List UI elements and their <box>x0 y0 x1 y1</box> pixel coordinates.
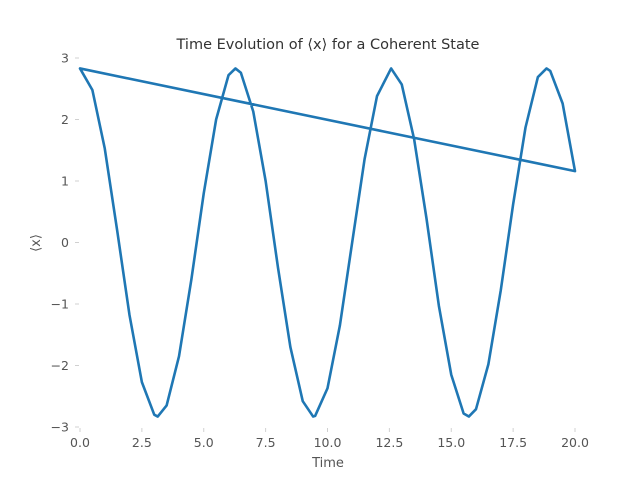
y-axis-label: ⟨x⟩ <box>29 234 44 252</box>
x-tick-label: 10.0 <box>314 435 342 450</box>
x-tick-label: 20.0 <box>561 435 589 450</box>
y-tick-label: −1 <box>51 297 69 312</box>
x-tick-label: 0.0 <box>70 435 90 450</box>
y-tick-label: 2 <box>61 112 69 127</box>
y-axis: −3 −2 −1 0 1 2 3 <box>51 51 79 435</box>
y-tick-label: 1 <box>61 174 69 189</box>
y-tick-label: 0 <box>61 235 69 250</box>
x-tick-label: 12.5 <box>375 435 403 450</box>
x-axis-label: Time <box>311 456 344 471</box>
series-line <box>78 67 577 418</box>
x-tick-label: 7.5 <box>256 435 276 450</box>
x-axis: 0.0 2.5 5.0 7.5 10.0 12.5 15.0 17.5 20.0 <box>70 428 589 450</box>
x-tick-label: 5.0 <box>194 435 214 450</box>
x-tick-label: 2.5 <box>132 435 152 450</box>
y-tick-label: −2 <box>51 358 69 373</box>
x-tick-label: 15.0 <box>437 435 465 450</box>
y-tick-label: 3 <box>61 51 69 66</box>
chart-title: Time Evolution of ⟨x⟩ for a Coherent Sta… <box>176 37 480 53</box>
plot-area <box>78 67 577 418</box>
y-tick-label: −3 <box>51 420 69 435</box>
x-tick-label: 17.5 <box>499 435 527 450</box>
